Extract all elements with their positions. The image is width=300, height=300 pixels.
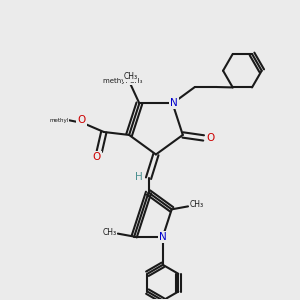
Text: O: O	[92, 152, 101, 162]
Text: CH₃: CH₃	[189, 200, 203, 209]
Text: O: O	[77, 115, 86, 125]
Text: methyl: methyl	[49, 118, 68, 123]
Text: O: O	[206, 133, 214, 143]
Text: H: H	[135, 172, 143, 182]
Text: CH₃: CH₃	[123, 72, 137, 81]
Text: CH₃: CH₃	[103, 228, 117, 237]
Text: methyl CH₃: methyl CH₃	[103, 78, 143, 84]
Text: N: N	[170, 98, 178, 108]
Text: N: N	[159, 232, 167, 242]
